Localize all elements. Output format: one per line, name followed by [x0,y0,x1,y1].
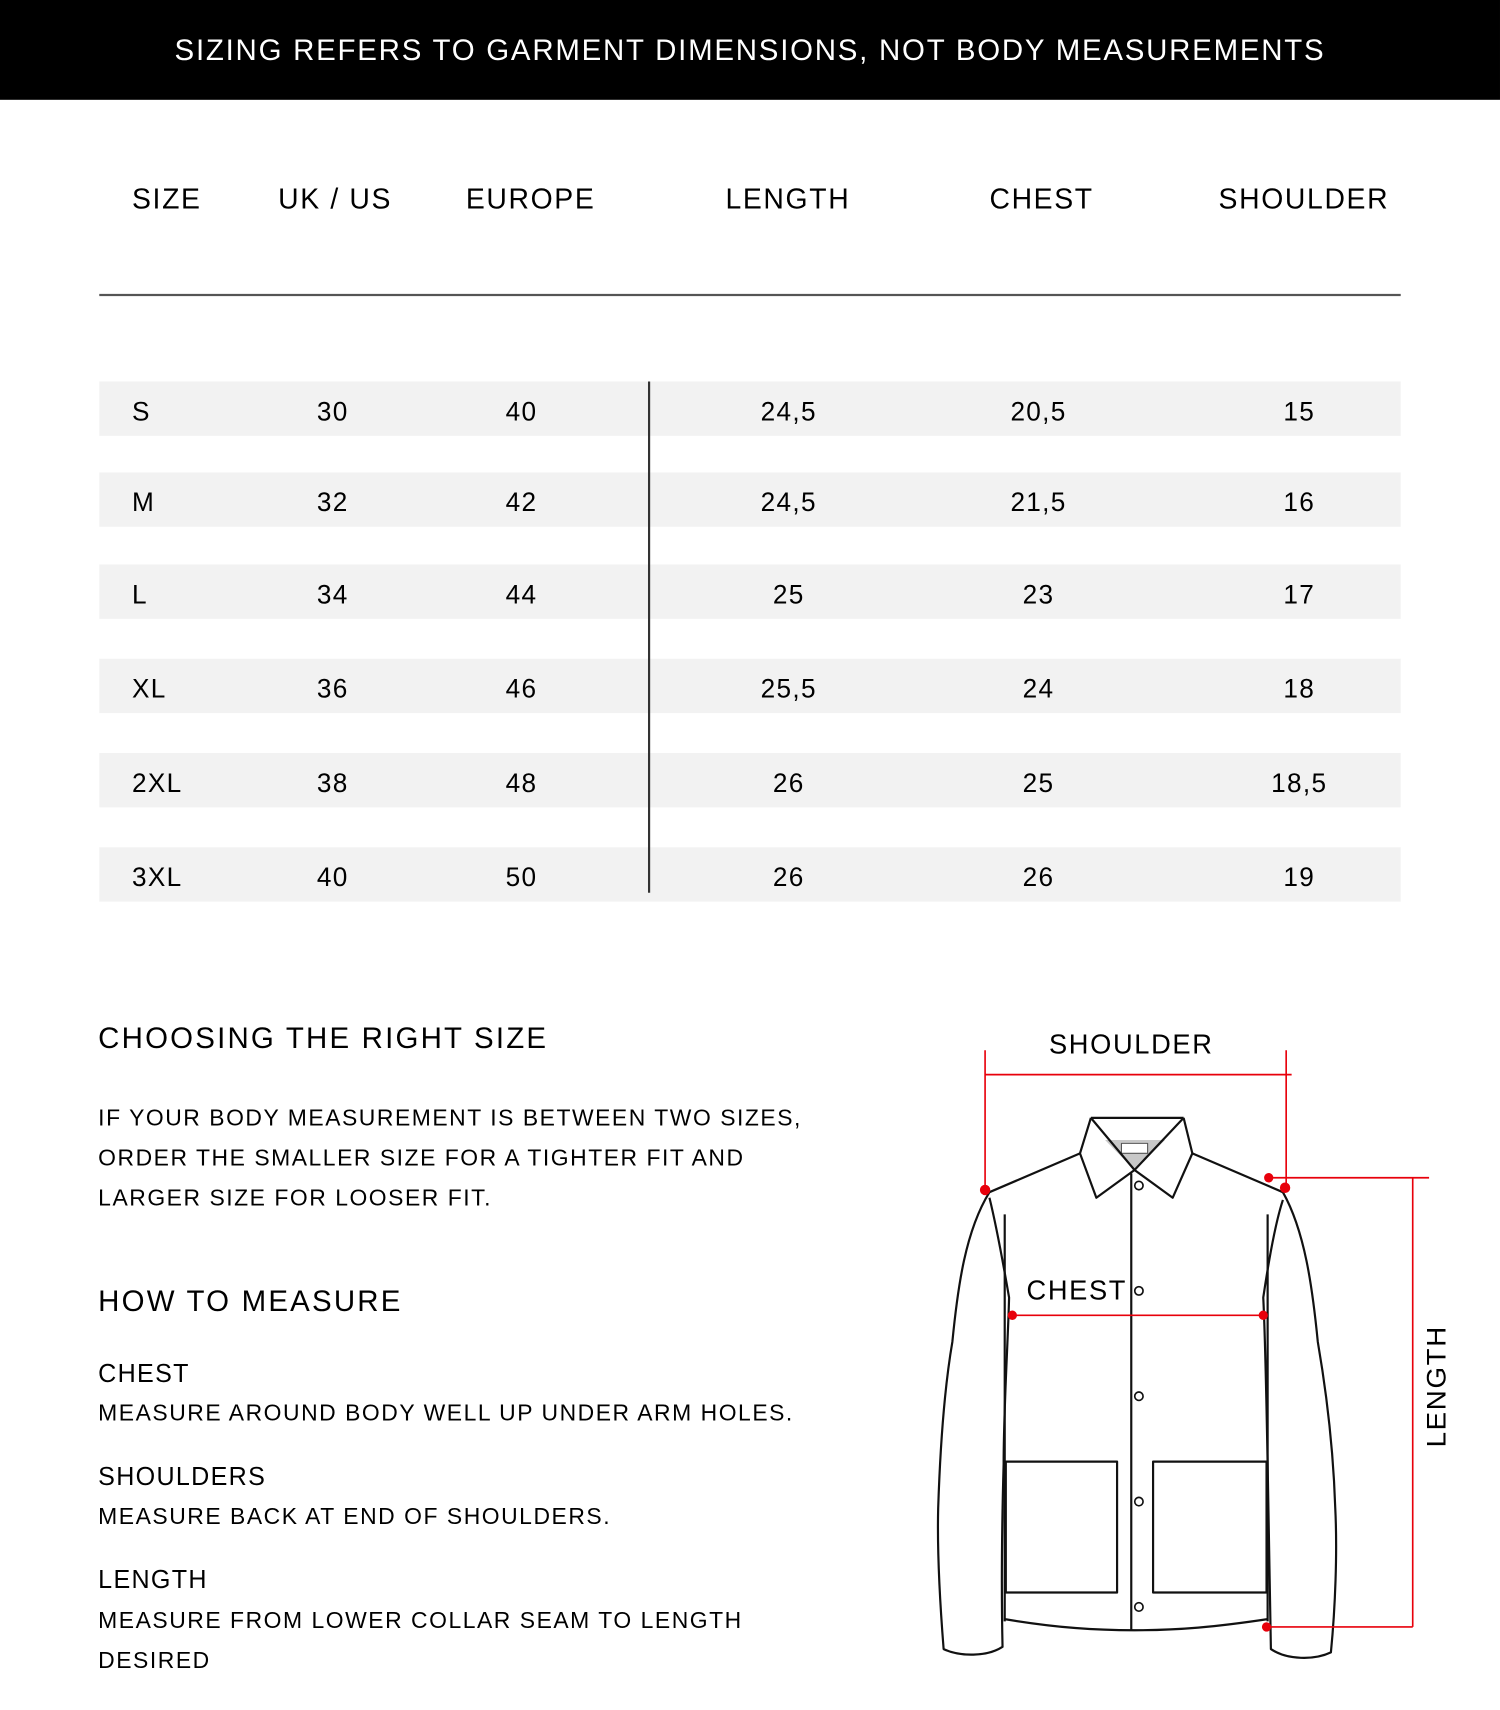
table-cell: 25 [772,580,805,610]
table-cell: 18,5 [1271,768,1328,799]
measure-title: HOW TO MEASURE [98,1284,403,1318]
table-cell: L [131,580,148,610]
table-cell: 24 [1022,674,1055,705]
table-cell: 30 [316,397,349,427]
column-header: EUROPE [465,181,596,216]
table-cell: 32 [316,487,349,518]
table-row: S 30 40 24,5 20,5 15 [99,381,1401,436]
table-cell: 25 [1022,768,1055,799]
chest-right-dot [1258,1310,1268,1320]
length-bottom-dot [1261,1622,1272,1632]
column-divider [647,381,651,893]
table-cell: S [131,397,151,427]
table-cell: 23 [1022,580,1055,610]
table-cell: 40 [505,397,538,427]
table-cell: 15 [1283,397,1316,427]
table-row: L 34 44 25 23 17 [99,564,1401,619]
table-cell: 18 [1283,674,1316,705]
table-cell: 19 [1283,862,1316,893]
choosing-line: LARGER SIZE FOR LOOSER FIT. [98,1185,493,1212]
shoulder-left-dot [979,1184,991,1196]
column-header: CHEST [989,181,1094,216]
jacket-outline-icon [936,1116,1338,1659]
length-text: MEASURE FROM LOWER COLLAR SEAM TO LENGTH… [98,1601,743,1681]
table-cell: 42 [505,487,538,518]
table-cell: 36 [316,674,349,705]
table-cell: 26 [772,768,805,799]
column-header: SIZE [131,181,202,216]
table-cell: 38 [316,768,349,799]
header-divider [99,293,1401,297]
table-cell: 26 [1022,862,1055,893]
table-cell: M [131,487,156,518]
shoulder-right-dot [1279,1182,1291,1194]
column-header: SHOULDER [1218,181,1390,216]
table-cell: 24,5 [760,487,817,518]
table-cell: 24,5 [760,397,817,427]
table-row: 3XL 40 50 26 26 19 [99,847,1401,902]
chest-label: CHEST [98,1358,190,1388]
column-header: UK / US [278,181,393,216]
chest-diagram-label: CHEST [1027,1275,1128,1306]
table-cell: 25,5 [760,674,817,705]
choosing-text: IF YOUR BODY MEASUREMENT IS BETWEEN TWO … [98,1099,802,1219]
table-row: 2XL 38 48 26 25 18,5 [99,753,1401,808]
table-cell: 44 [505,580,538,610]
sizing-banner: SIZING REFERS TO GARMENT DIMENSIONS, NOT… [0,0,1500,100]
length-diagram-label: LENGTH [1421,1325,1452,1447]
table-cell: 2XL [131,768,183,799]
table-cell: 26 [772,862,805,893]
table-row: M 32 42 24,5 21,5 16 [99,472,1401,527]
column-header: LENGTH [725,181,851,216]
table-cell: 17 [1283,580,1316,610]
length-line: DESIRED [98,1647,211,1674]
table-row: XL 36 46 25,5 24 18 [99,658,1401,714]
table-cell: 50 [505,862,538,893]
chest-left-dot [1007,1310,1017,1320]
table-cell: 20,5 [1010,397,1067,427]
chest-text: MEASURE AROUND BODY WELL UP UNDER ARM HO… [98,1400,794,1427]
table-cell: 34 [316,580,349,610]
shoulders-text: MEASURE BACK AT END OF SHOULDERS. [98,1503,612,1530]
length-line: MEASURE FROM LOWER COLLAR SEAM TO LENGTH [98,1608,743,1634]
table-cell: XL [131,674,167,705]
table-cell: 21,5 [1010,487,1067,518]
choosing-line: IF YOUR BODY MEASUREMENT IS BETWEEN TWO … [98,1105,802,1132]
table-cell: 48 [505,768,538,799]
shoulders-label: SHOULDERS [98,1461,267,1491]
choosing-line: ORDER THE SMALLER SIZE FOR A TIGHTER FIT… [98,1145,745,1172]
table-cell: 16 [1283,487,1316,518]
table-cell: 46 [505,674,538,705]
shoulder-diagram-label: SHOULDER [1049,1028,1214,1059]
table-cell: 3XL [131,862,183,893]
choosing-title: CHOOSING THE RIGHT SIZE [98,1021,549,1055]
table-cell: 40 [316,862,349,893]
length-label: LENGTH [98,1564,208,1594]
